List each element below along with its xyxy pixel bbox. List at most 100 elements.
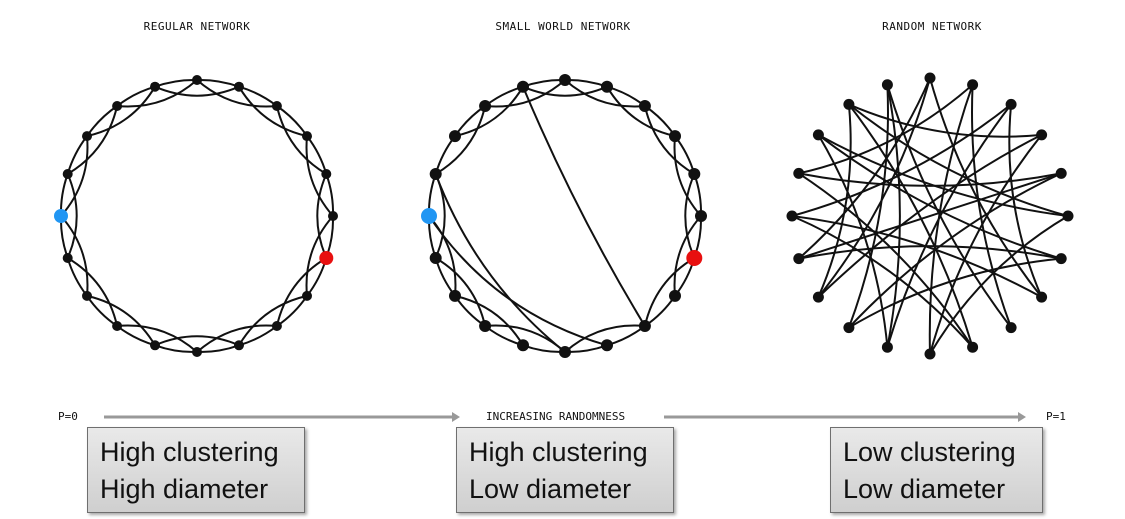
network-node [1055, 167, 1067, 179]
network-node [150, 81, 160, 92]
network-node [112, 101, 123, 111]
network-node [881, 341, 893, 353]
random-edge [848, 172, 1062, 329]
skip-edge [60, 215, 89, 296]
network-node [302, 131, 312, 142]
skip-edge [117, 324, 198, 353]
skip-edge [316, 173, 328, 259]
network-node [449, 289, 461, 302]
skip-edge [643, 105, 695, 175]
network-node [559, 74, 571, 86]
random-edge [929, 134, 1043, 355]
network-node [1062, 210, 1074, 222]
random-edge [791, 215, 974, 348]
regular-properties-box: High clustering High diameter [87, 427, 305, 513]
random-edge [848, 257, 1062, 329]
network-node [688, 168, 701, 180]
network-node [786, 210, 798, 222]
skip-edge [196, 79, 277, 108]
small-world-properties-box: High clustering Low diameter [456, 427, 674, 513]
network-node [517, 80, 529, 93]
random-edge [817, 134, 1043, 298]
random-edge [817, 134, 1062, 260]
network-node [328, 211, 338, 221]
random-network-graph [786, 72, 1074, 360]
network-node [302, 290, 312, 301]
random-edge [817, 77, 931, 298]
skip-edge [67, 105, 119, 175]
random-edge [971, 84, 1013, 328]
skip-edge [643, 257, 695, 327]
random-edge [886, 84, 1012, 329]
rewired-edge [522, 86, 646, 327]
network-node [517, 339, 529, 352]
skip-edge [60, 136, 89, 217]
network-node [924, 72, 936, 84]
random-edge [798, 172, 1062, 187]
axis-start-label: P=0 [58, 410, 78, 423]
skip-edge [154, 335, 240, 347]
random-edge [798, 245, 1062, 260]
random-edge [929, 215, 1069, 355]
network-node [82, 290, 92, 301]
random-edge [791, 103, 1012, 217]
network-node [793, 167, 805, 179]
random-edge [928, 84, 974, 355]
skip-edge [454, 86, 524, 138]
skip-edge [564, 79, 645, 108]
network-node [812, 129, 824, 141]
network-node [669, 289, 681, 302]
random-edge [848, 103, 1042, 138]
network-node [812, 291, 824, 303]
regular-clustering-text: High clustering [100, 437, 279, 467]
rewired-edge [428, 215, 608, 347]
random-network-title: RANDOM NETWORK [882, 20, 982, 33]
network-node [967, 341, 979, 353]
skip-edge [454, 294, 524, 346]
random-edge [929, 77, 1043, 298]
random-edge [848, 103, 1069, 217]
random-edge [798, 172, 974, 348]
network-node [319, 251, 334, 265]
network-node [421, 208, 437, 224]
small-world-network-title: SMALL WORLD NETWORK [495, 20, 631, 33]
random-edge [798, 84, 974, 175]
skip-edge [305, 215, 334, 296]
regular-network-title: REGULAR NETWORK [143, 20, 251, 33]
network-node [321, 169, 332, 179]
random-edge [886, 103, 1012, 348]
network-node [843, 322, 855, 334]
network-node [1036, 129, 1048, 141]
network-node [967, 79, 979, 91]
network-node [82, 131, 92, 142]
network-node [559, 346, 571, 358]
skip-edge [673, 136, 702, 217]
network-node [881, 79, 893, 91]
skip-edge [522, 85, 608, 97]
regular-diameter-text: High diameter [100, 474, 269, 504]
network-node [479, 100, 492, 112]
small-world-clustering-text: High clustering [469, 437, 648, 467]
skip-edge [275, 105, 327, 175]
network-node [192, 75, 202, 85]
skip-edge [564, 324, 645, 353]
random-edge [886, 84, 901, 348]
ring-edge [606, 325, 646, 347]
network-node [150, 340, 160, 351]
network-node [669, 130, 681, 143]
axis-end-label: P=1 [1046, 410, 1066, 423]
skip-edge [67, 257, 119, 327]
skip-edge [238, 86, 308, 138]
skip-edge [66, 173, 78, 259]
network-node [843, 98, 855, 110]
network-node [429, 168, 442, 180]
rewired-edge [434, 173, 566, 353]
skip-edge [435, 257, 487, 327]
network-node [271, 321, 282, 331]
random-edge [817, 104, 852, 298]
skip-edge [275, 257, 327, 327]
network-node [479, 320, 492, 332]
small-world-network-graph [421, 74, 707, 358]
random-edge [848, 103, 974, 348]
